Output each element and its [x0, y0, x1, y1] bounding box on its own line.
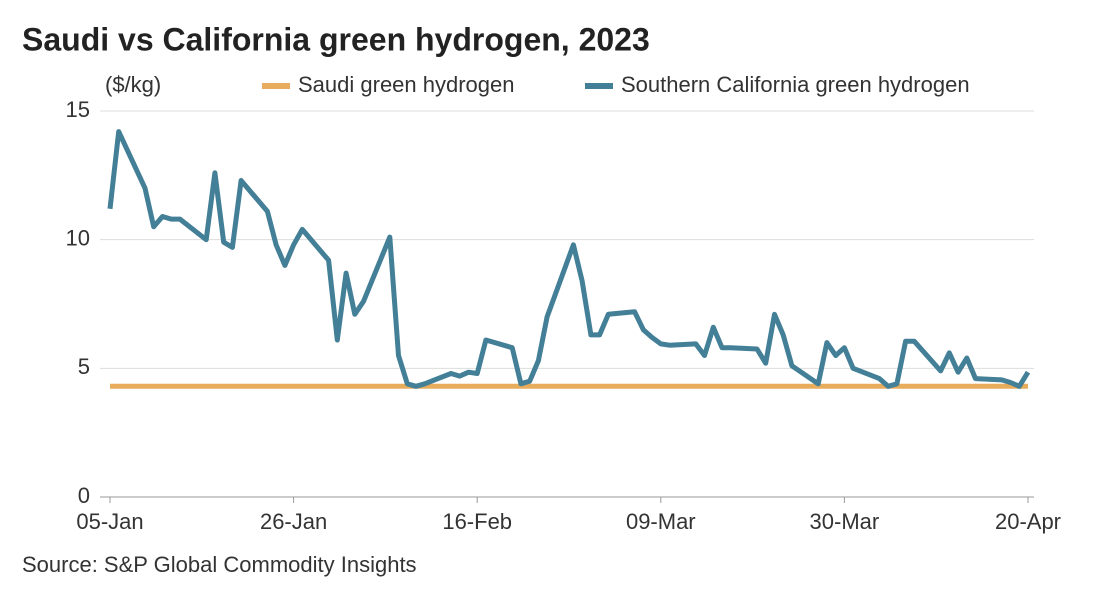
- x-tick-label: 05-Jan: [76, 509, 143, 534]
- x-tick-label: 09-Mar: [626, 509, 696, 534]
- x-tick-label: 30-Mar: [810, 509, 880, 534]
- chart-title: Saudi vs California green hydrogen, 2023: [22, 21, 650, 57]
- legend-label: Southern California green hydrogen: [621, 72, 970, 97]
- x-tick-label: 20-Apr: [995, 509, 1061, 534]
- x-tick-label: 16-Feb: [442, 509, 512, 534]
- y-axis-label: ($/kg): [105, 72, 161, 97]
- y-tick-label: 15: [66, 97, 90, 122]
- y-tick-label: 5: [78, 354, 90, 379]
- source-note: Source: S&P Global Commodity Insights: [22, 552, 417, 577]
- y-tick-label: 0: [78, 483, 90, 508]
- series-line: [107, 129, 1031, 389]
- x-tick-label: 26-Jan: [260, 509, 327, 534]
- y-tick-label: 10: [66, 225, 90, 250]
- legend-label: Saudi green hydrogen: [298, 72, 515, 97]
